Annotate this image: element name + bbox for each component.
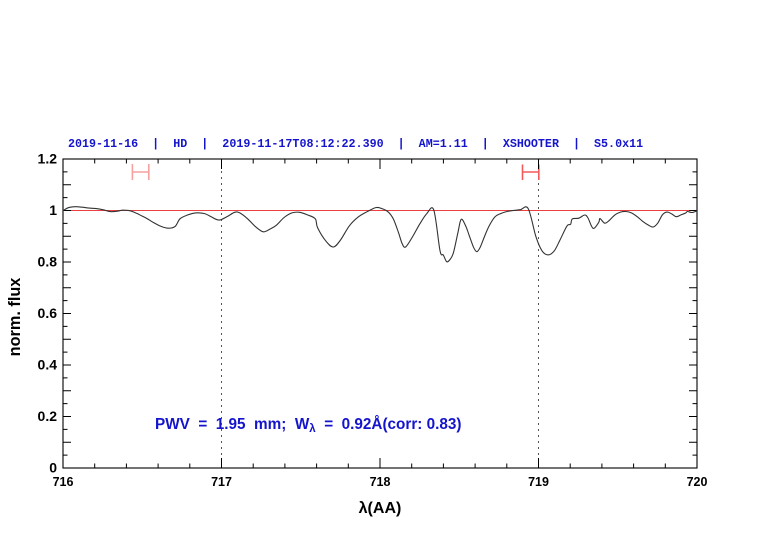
svg-text:0.4: 0.4 (38, 357, 58, 373)
svg-text:1: 1 (49, 202, 57, 218)
svg-text:717: 717 (211, 475, 232, 489)
svg-text:PWV = 1.95 mm; Wλ = 0.92: PWV = 1.95 mm; Wλ = 0.92Å(corr: 0.83) (155, 416, 462, 435)
svg-text:719: 719 (528, 475, 549, 489)
svg-text:716: 716 (53, 475, 74, 489)
svg-text:norm. flux: norm. flux (6, 278, 24, 357)
svg-text:0: 0 (49, 460, 57, 476)
svg-text:718: 718 (370, 475, 391, 489)
svg-text:λ(AA): λ(AA) (359, 500, 402, 517)
svg-text:720: 720 (687, 475, 708, 489)
svg-text:0.6: 0.6 (38, 305, 58, 321)
svg-text:0.2: 0.2 (38, 408, 58, 424)
svg-text:1.2: 1.2 (38, 151, 58, 167)
svg-text:0.8: 0.8 (38, 254, 58, 270)
svg-text:2019-11-16 | HD | 2019-11-: 2019-11-16 | HD | 2019-11-17T08:12:22.39… (68, 137, 643, 151)
